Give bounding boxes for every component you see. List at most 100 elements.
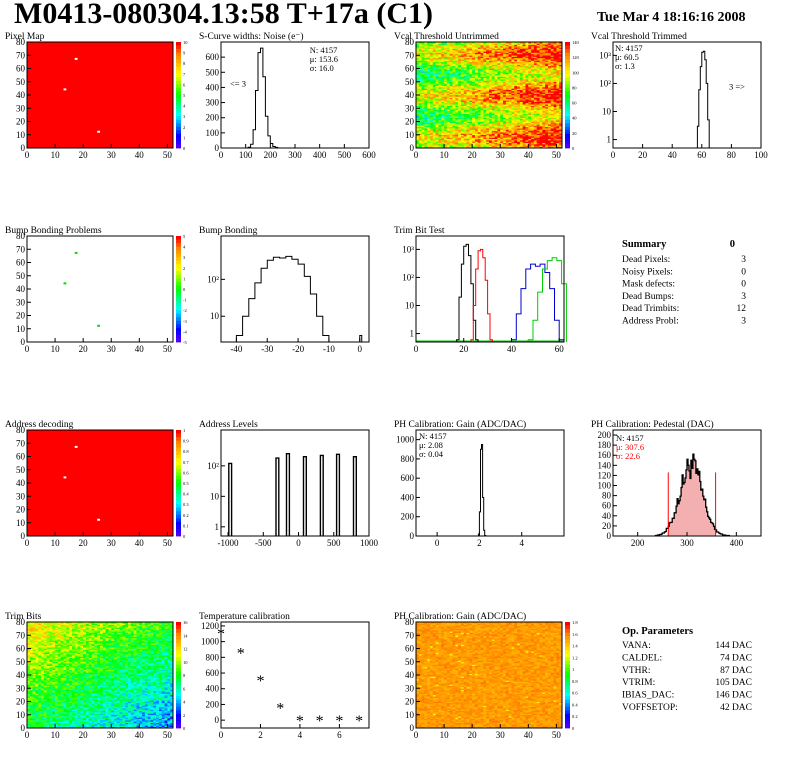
colorbar-band bbox=[176, 267, 181, 272]
heatmap-cell bbox=[421, 106, 425, 109]
address-decoding-zlabel: 0.7 bbox=[183, 460, 189, 465]
heatmap-cell bbox=[421, 61, 425, 64]
heatmap-cell bbox=[427, 112, 431, 114]
heatmap-cell bbox=[460, 93, 465, 96]
bump-problems-zlabel: 5 bbox=[183, 234, 186, 239]
heatmap-cell bbox=[427, 122, 431, 125]
heatmap-cell bbox=[432, 105, 436, 108]
heatmap-cell bbox=[424, 43, 428, 45]
heatmap-cell bbox=[460, 134, 465, 137]
heatmap-cell bbox=[446, 81, 450, 84]
bump-problems-xtick-label: 50 bbox=[163, 344, 173, 354]
page-title: M0413-080304.13:58 T+17a (C1) bbox=[14, 0, 434, 30]
heatmap-cell bbox=[446, 134, 450, 137]
heatmap-cell bbox=[427, 142, 431, 145]
heatmap-cell bbox=[432, 113, 436, 116]
colorbar-band bbox=[176, 59, 181, 64]
heatmap-cell bbox=[416, 48, 420, 51]
heatmap-cell bbox=[435, 126, 439, 129]
heatmap-cell bbox=[430, 112, 434, 114]
heatmap-cell bbox=[424, 67, 428, 69]
heatmap-cell bbox=[469, 69, 473, 72]
colorbar-band bbox=[176, 521, 181, 526]
heatmap-cell bbox=[430, 95, 434, 97]
address-decoding-ytick-label: 70 bbox=[16, 438, 26, 448]
colorbar-band bbox=[176, 130, 181, 135]
heatmap-cell bbox=[435, 89, 439, 92]
heatmap-cell bbox=[449, 104, 453, 106]
address-levels-ytick-label: 10² bbox=[207, 461, 219, 471]
heatmap-cell bbox=[455, 68, 459, 71]
colorbar-band bbox=[565, 130, 570, 135]
heatmap-cell bbox=[416, 117, 420, 120]
heatmap-cell bbox=[449, 112, 453, 114]
heatmap-cell bbox=[435, 120, 439, 122]
heatmap-cell bbox=[449, 108, 453, 110]
heatmap-cell bbox=[416, 97, 420, 100]
heatmap-cell bbox=[446, 91, 450, 93]
heatmap-cell bbox=[444, 59, 448, 61]
heatmap-cell bbox=[441, 73, 445, 76]
heatmap-cell bbox=[441, 57, 445, 60]
heatmap-cell bbox=[427, 56, 431, 59]
heatmap-cell bbox=[432, 47, 436, 49]
heatmap-cell bbox=[441, 101, 445, 104]
heatmap-cell bbox=[449, 88, 453, 91]
heatmap-cell bbox=[446, 120, 450, 122]
heatmap-cell bbox=[455, 88, 459, 91]
vcal-untrimmed-zlabel: 140 bbox=[572, 40, 580, 45]
heatmap-cell bbox=[460, 124, 465, 126]
heatmap-cell bbox=[416, 141, 420, 144]
heatmap-cell bbox=[418, 112, 422, 114]
heatmap-cell bbox=[452, 95, 456, 97]
heatmap-cell bbox=[424, 77, 428, 80]
heatmap-cell bbox=[466, 128, 470, 130]
heatmap-cell bbox=[446, 112, 450, 114]
heatmap-cell bbox=[435, 91, 439, 93]
heatmap-cell bbox=[432, 85, 436, 88]
bump-problems-xtick-label: 30 bbox=[107, 344, 117, 354]
heatmap-cell bbox=[458, 122, 462, 125]
address-decoding-ytick-label: 30 bbox=[16, 491, 26, 501]
ph-gain-hist-ytick-label: 0 bbox=[410, 531, 415, 541]
heatmap-cell bbox=[460, 48, 465, 51]
heatmap-cell bbox=[472, 133, 476, 136]
heatmap-cell bbox=[446, 141, 450, 144]
heatmap-cell bbox=[466, 95, 470, 97]
heatmap-cell bbox=[421, 104, 425, 106]
heatmap-cell bbox=[416, 88, 420, 91]
heatmap-cell bbox=[460, 106, 465, 109]
heatmap-cell bbox=[438, 144, 442, 146]
colorbar-band bbox=[176, 126, 181, 131]
bump-bonding-ytick-label: 10² bbox=[207, 274, 219, 284]
heatmap-cell bbox=[446, 101, 450, 104]
bump-problems-xtick-label: 40 bbox=[135, 344, 145, 354]
pixel-map-zlabel: 10 bbox=[183, 40, 188, 45]
heatmap-cell bbox=[427, 93, 431, 96]
heatmap-cell bbox=[444, 132, 448, 134]
heatmap-cell bbox=[432, 48, 436, 51]
scurve-noise-stat: σ: 16.0 bbox=[310, 63, 334, 73]
heatmap-cell bbox=[435, 142, 439, 145]
heatmap-cell bbox=[455, 145, 459, 147]
heatmap-cell bbox=[430, 145, 434, 147]
heatmap-cell bbox=[427, 89, 431, 92]
heatmap-cell bbox=[424, 83, 428, 85]
heatmap-cell bbox=[441, 108, 445, 110]
heatmap-cell bbox=[441, 96, 445, 98]
heatmap-cell bbox=[427, 92, 431, 94]
heatmap-cell bbox=[427, 104, 431, 106]
heatmap-cell bbox=[432, 76, 436, 79]
heatmap-cell bbox=[416, 80, 420, 83]
heatmap-cell bbox=[469, 72, 473, 75]
heatmap-cell bbox=[455, 140, 459, 142]
heatmap-cell bbox=[427, 132, 431, 134]
heatmap-cell bbox=[469, 61, 473, 64]
scurve-noise-series bbox=[245, 47, 281, 149]
heatmap-cell bbox=[466, 100, 470, 102]
heatmap-cell bbox=[430, 130, 434, 133]
heatmap-cell bbox=[449, 85, 453, 88]
heatmap-cell bbox=[463, 93, 467, 96]
colorbar-band bbox=[176, 338, 181, 343]
